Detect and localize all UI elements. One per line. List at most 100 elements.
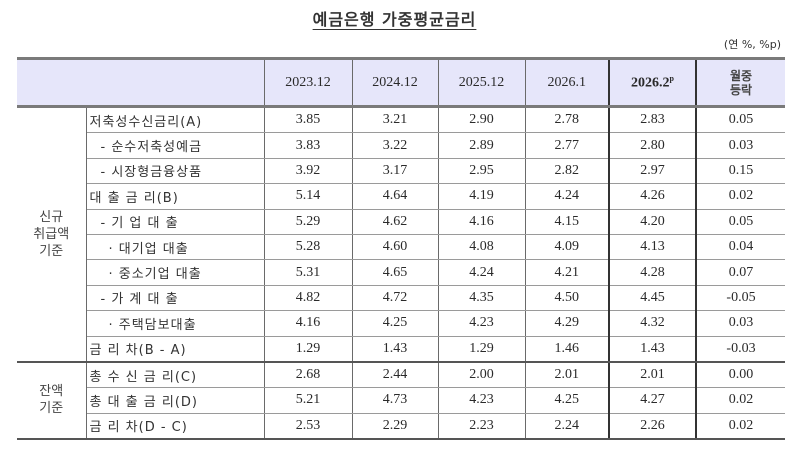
change-header-line1: 월중	[729, 68, 753, 83]
cell-current: 4.27	[608, 387, 697, 414]
row-label: 총 대 출 금 리(D)	[85, 387, 265, 414]
cell-value: 2.23	[437, 412, 526, 441]
row-label: · 주택담보대출	[85, 310, 265, 337]
cell-value: 4.21	[524, 259, 610, 286]
cell-value: 5.28	[263, 233, 353, 261]
cell-value: 5.14	[263, 183, 353, 210]
cell-current: 4.32	[608, 310, 697, 337]
row-label: 금 리 차(B - A)	[85, 335, 265, 363]
cell-value: 3.85	[263, 105, 353, 134]
cell-value: 2.82	[524, 157, 610, 185]
cell-value: 4.25	[351, 310, 439, 337]
cell-current: 2.80	[608, 132, 697, 159]
group-label-outstanding: 잔액 기준	[17, 360, 87, 441]
cell-value: 5.29	[263, 208, 353, 235]
cell-current: 4.20	[608, 208, 697, 235]
unit-note: (연 %, %p)	[723, 38, 781, 51]
cell-current: 2.83	[608, 105, 697, 134]
cell-current: 4.45	[608, 284, 697, 312]
page-title: 예금은행 가중평균금리	[0, 6, 789, 30]
cell-value: 3.83	[263, 132, 353, 159]
change-header-line2: 등락	[729, 82, 753, 97]
cell-value: 2.78	[524, 105, 610, 134]
table-row: 총 대 출 금 리(D) 5.21 4.73 4.23 4.25 4.27 0.…	[17, 387, 785, 414]
cell-change: 0.07	[695, 259, 785, 286]
cell-change: 0.03	[695, 132, 785, 159]
cell-value: 2.90	[437, 105, 526, 134]
title-text: 예금은행 가중평균금리	[312, 10, 477, 29]
cell-value: 4.23	[437, 387, 526, 414]
table-row: · 주택담보대출 4.16 4.25 4.23 4.29 4.32 0.03	[17, 310, 785, 337]
cell-value: 2.89	[437, 132, 526, 159]
cell-value: 1.29	[263, 335, 353, 363]
row-label: - 가 계 대 출	[85, 284, 265, 312]
cell-current: 2.01	[608, 361, 697, 389]
table-row: 금 리 차(D - C) 2.53 2.29 2.23 2.24 2.26 0.…	[17, 412, 785, 441]
cell-change: 0.15	[695, 157, 785, 185]
cell-value: 4.23	[437, 310, 526, 337]
preliminary-mark: p	[669, 73, 674, 83]
cell-value: 4.35	[437, 284, 526, 312]
row-label: 총 수 신 금 리(C)	[85, 361, 265, 389]
table-row: · 중소기업 대출 5.31 4.65 4.24 4.21 4.28 0.07	[17, 259, 785, 286]
table-row: - 기 업 대 출 5.29 4.62 4.16 4.15 4.20 0.05	[17, 208, 785, 235]
group-label-line: 신규	[39, 209, 64, 225]
cell-change: 0.02	[695, 412, 785, 441]
cell-value: 2.24	[524, 412, 610, 441]
col-header-monthly-change: 월중 등락	[695, 57, 785, 108]
group-label-new-transactions: 신규 취급액 기준	[17, 106, 87, 362]
cell-value: 1.46	[524, 335, 610, 363]
table-row: 금 리 차(B - A) 1.29 1.43 1.29 1.46 1.43 -0…	[17, 335, 785, 363]
cell-current: 4.13	[608, 233, 697, 261]
cell-value: 4.60	[351, 233, 439, 261]
table-row: · 대기업 대출 5.28 4.60 4.08 4.09 4.13 0.04	[17, 233, 785, 261]
cell-value: 2.29	[351, 412, 439, 441]
cell-value: 4.25	[524, 387, 610, 414]
cell-value: 4.15	[524, 208, 610, 235]
cell-value: 2.77	[524, 132, 610, 159]
row-label: - 기 업 대 출	[85, 208, 265, 235]
cell-change: 0.02	[695, 183, 785, 210]
cell-value: 4.16	[263, 310, 353, 337]
cell-value: 1.43	[351, 335, 439, 363]
cell-value: 4.65	[351, 259, 439, 286]
cell-value: 5.21	[263, 387, 353, 414]
cell-change: -0.03	[695, 335, 785, 363]
cell-value: 4.72	[351, 284, 439, 312]
row-label: · 대기업 대출	[85, 233, 265, 261]
cell-value: 2.44	[351, 361, 439, 389]
table-row: 대 출 금 리(B) 5.14 4.64 4.19 4.24 4.26 0.02	[17, 183, 785, 210]
col-header-period: 2025.12	[437, 57, 526, 108]
cell-value: 3.21	[351, 105, 439, 134]
interest-rate-table: 2023.12 2024.12 2025.12 2026.1 2026.2p 월…	[17, 57, 785, 441]
cell-change: 0.05	[695, 105, 785, 134]
col-header-current-period: 2026.2p	[608, 57, 697, 108]
cell-value: 2.01	[524, 361, 610, 389]
cell-value: 3.22	[351, 132, 439, 159]
cell-value: 2.95	[437, 157, 526, 185]
cell-value: 2.53	[263, 412, 353, 441]
cell-value: 4.82	[263, 284, 353, 312]
cell-value: 1.29	[437, 335, 526, 363]
cell-value: 4.24	[524, 183, 610, 210]
table-row: 신규 취급액 기준 저축성수신금리(A) 3.85 3.21 2.90 2.78 2…	[17, 105, 785, 362]
cell-value: 4.24	[437, 259, 526, 286]
cell-current: 4.28	[608, 259, 697, 286]
cell-change: 0.04	[695, 233, 785, 261]
group-label-line: 잔액	[39, 384, 64, 400]
col-header-period: 2026.1	[524, 57, 610, 108]
table-row: - 시장형금융상품 3.92 3.17 2.95 2.82 2.97 0.15	[17, 157, 785, 185]
row-label: - 순수저축성예금	[85, 132, 265, 159]
cell-value: 4.09	[524, 233, 610, 261]
cell-value: 4.08	[437, 233, 526, 261]
current-period-label: 2026.2	[631, 75, 670, 91]
row-label: 저축성수신금리(A)	[85, 105, 265, 134]
cell-value: 3.92	[263, 157, 353, 185]
cell-change: 0.02	[695, 387, 785, 414]
cell-value: 4.50	[524, 284, 610, 312]
cell-value: 4.19	[437, 183, 526, 210]
group-label-line: 취급액	[33, 226, 70, 242]
cell-value: 2.00	[437, 361, 526, 389]
table-row: - 가 계 대 출 4.82 4.72 4.35 4.50 4.45 -0.05	[17, 284, 785, 312]
cell-value: 4.73	[351, 387, 439, 414]
